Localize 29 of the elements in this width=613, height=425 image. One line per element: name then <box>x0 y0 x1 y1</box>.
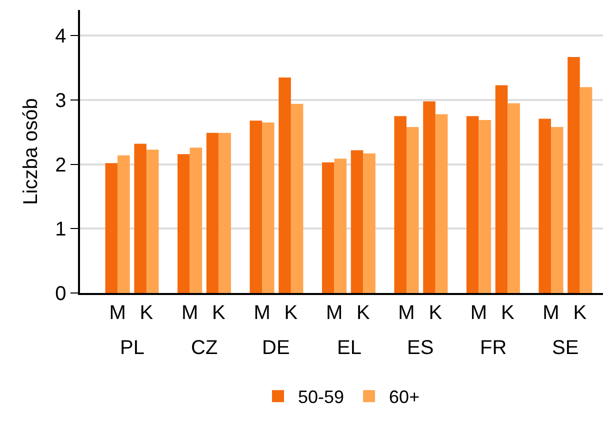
x-tick-label: M <box>109 302 126 324</box>
x-tick-label: M <box>181 302 198 324</box>
legend-label: 50-59 <box>298 387 344 408</box>
x-tick-label: M <box>254 302 270 324</box>
x-tick-label: K <box>356 302 370 324</box>
text: PL <box>120 337 144 359</box>
text: SE <box>552 337 579 359</box>
y-tick-label: 4 <box>55 26 66 48</box>
text: ES <box>407 337 434 359</box>
x-tick-label: K <box>573 302 588 324</box>
y-tick-label: 2 <box>55 154 66 176</box>
x-tick-label: M <box>542 302 560 324</box>
text: DE <box>262 337 290 359</box>
text: FR <box>480 337 507 359</box>
x-tick-label: M <box>470 302 488 324</box>
x-tick-label: K <box>212 302 226 324</box>
text: CZ <box>191 337 218 359</box>
x-tick-label: K <box>428 302 443 324</box>
text: EL <box>337 337 362 359</box>
y-axis-title: Liczba osób <box>20 98 42 205</box>
x-tick-label: K <box>140 302 154 324</box>
legend-label: 60+ <box>389 387 420 408</box>
y-tick-label: 3 <box>55 90 66 112</box>
x-tick-label: M <box>398 302 415 324</box>
x-tick-label: K <box>284 302 298 324</box>
y-tick-label: 0 <box>55 283 66 305</box>
x-tick-label: K <box>500 302 515 324</box>
y-tick-label: 1 <box>55 218 66 241</box>
x-tick-label: M <box>326 302 343 324</box>
